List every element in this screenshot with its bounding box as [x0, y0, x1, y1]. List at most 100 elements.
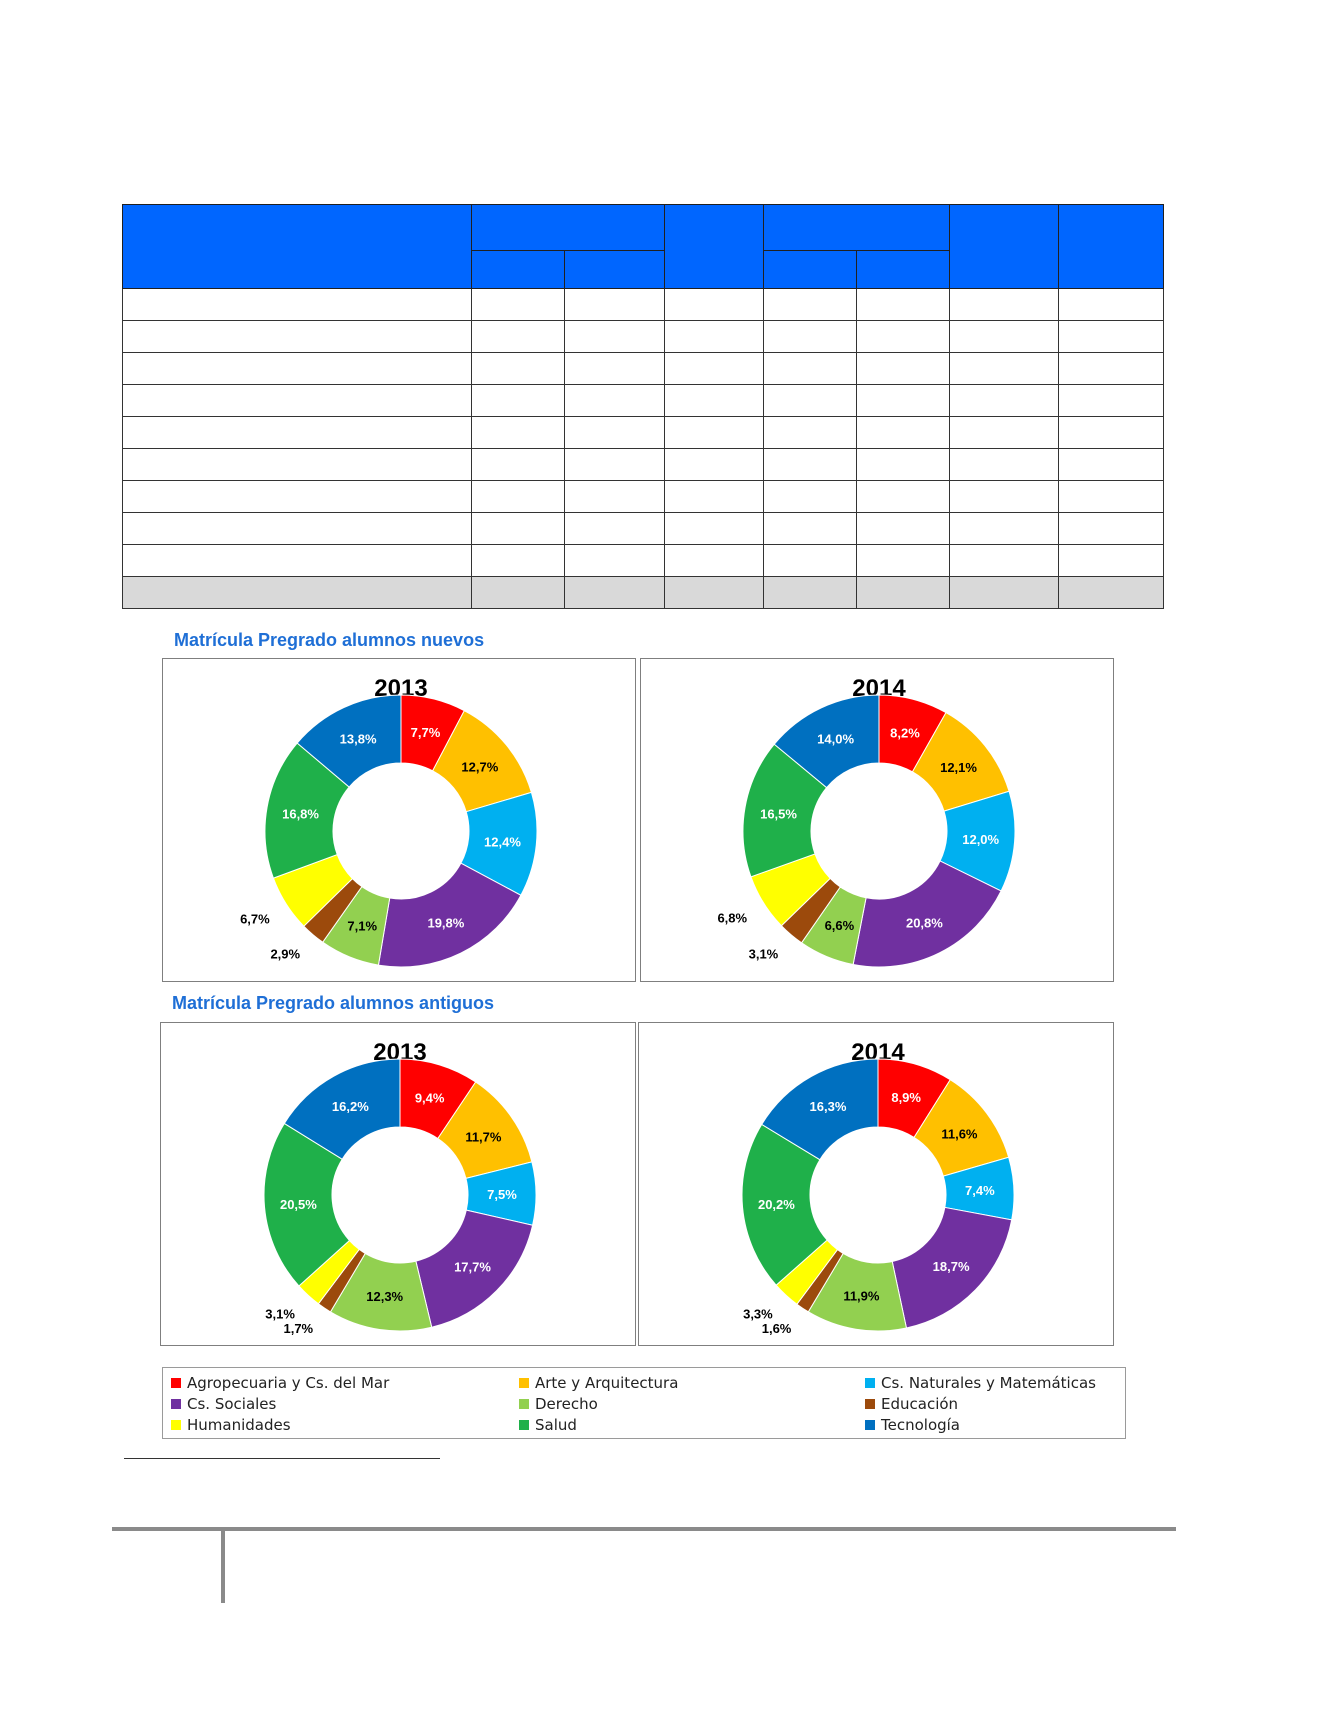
- legend-item: Humanidades: [171, 1416, 291, 1434]
- table-header-cell: [949, 204, 1059, 289]
- table-cell: [470, 448, 565, 481]
- table-cell: [762, 544, 857, 577]
- donut-slice-sociales: [891, 1206, 1013, 1329]
- table-cell: [122, 512, 472, 545]
- donut-label: 16,5%: [760, 806, 797, 821]
- table-cell: [664, 544, 764, 577]
- donut-slice-salud: [741, 1123, 828, 1286]
- donut-label: 9,4%: [415, 1090, 445, 1105]
- donut-label: 7,1%: [347, 918, 377, 933]
- table-cell: [949, 480, 1059, 513]
- table-cell: [563, 512, 666, 545]
- table-cell: [855, 384, 951, 417]
- table-cell: [1057, 544, 1165, 577]
- table-header-cell: [762, 250, 857, 289]
- legend-label: Educación: [881, 1395, 959, 1413]
- table-cell: [470, 576, 565, 609]
- legend-item: Derecho: [519, 1395, 598, 1413]
- table-cell: [762, 288, 857, 321]
- donut-label: 6,8%: [717, 910, 747, 925]
- donut-chart-old-2013: 20139,4%11,7%7,5%17,7%12,3%1,7%3,1%20,5%…: [263, 1039, 537, 1336]
- table-cell: [1057, 352, 1165, 385]
- table-cell: [664, 448, 764, 481]
- legend-label: Derecho: [535, 1395, 598, 1413]
- legend-item: Cs. Sociales: [171, 1395, 276, 1413]
- table-cell: [1057, 448, 1165, 481]
- donut-label: 12,3%: [366, 1289, 403, 1304]
- legend-item: Cs. Naturales y Matemáticas: [865, 1374, 1096, 1392]
- donut-slice-tecnologia: [761, 1058, 879, 1161]
- donut-label: 16,8%: [282, 806, 319, 821]
- table-cell: [762, 448, 857, 481]
- donut-label: 12,4%: [484, 834, 521, 849]
- table-cell: [470, 480, 565, 513]
- table-cell: [122, 544, 472, 577]
- table-row: [122, 384, 1165, 417]
- legend-swatch: [519, 1399, 529, 1409]
- table-cell: [122, 352, 472, 385]
- table-total-row: [122, 576, 1165, 609]
- table-cell: [762, 512, 857, 545]
- table-cell: [664, 416, 764, 449]
- table-cell: [664, 352, 764, 385]
- table-cell: [563, 576, 666, 609]
- donut-chart-old-2014: 20148,9%11,6%7,4%18,7%11,9%1,6%3,3%20,2%…: [741, 1039, 1015, 1336]
- table-cell: [855, 352, 951, 385]
- donut-label: 12,0%: [962, 832, 999, 847]
- table-cell: [949, 544, 1059, 577]
- table-cell: [470, 544, 565, 577]
- table-cell: [762, 320, 857, 353]
- donut-label: 6,6%: [825, 918, 855, 933]
- table-header-row: [122, 204, 1165, 289]
- donut-slice-tecnologia: [773, 694, 880, 789]
- table-row: [122, 288, 1165, 321]
- chart-panel-old-2013: 2013 9,4% 11,7% 7,5% 17,7% 12,3% 1,7% 3,1% 20,5%…: [160, 1022, 636, 1346]
- table-cell: [1057, 416, 1165, 449]
- table-cell: [122, 576, 472, 609]
- donut-label: 12,1%: [940, 760, 977, 775]
- table-cell: [122, 480, 472, 513]
- table-cell: [664, 288, 764, 321]
- legend-label: Cs. Naturales y Matemáticas: [881, 1374, 1096, 1392]
- table-row: [122, 352, 1165, 385]
- table-cell: [949, 512, 1059, 545]
- table-cell: [762, 576, 857, 609]
- table-cell: [949, 384, 1059, 417]
- donut-label: 19,8%: [427, 916, 464, 931]
- table-header-cell: [1057, 204, 1165, 289]
- table-cell: [563, 320, 666, 353]
- table-cell: [949, 288, 1059, 321]
- table-cell: [1057, 576, 1165, 609]
- table-row: [122, 320, 1165, 353]
- table-cell: [949, 576, 1059, 609]
- footer-vertical-rule: [221, 1531, 225, 1603]
- donut-slice-salud: [263, 1122, 351, 1287]
- table-cell: [1057, 320, 1165, 353]
- table-header-cell: [563, 250, 666, 289]
- donut-label: 14,0%: [817, 732, 854, 747]
- legend-label: Humanidades: [187, 1416, 291, 1434]
- legend-item: Agropecuaria y Cs. del Mar: [171, 1374, 389, 1392]
- section-title-new: Matrícula Pregrado alumnos nuevos: [174, 630, 485, 650]
- legend-swatch: [171, 1378, 181, 1388]
- donut-label: 8,9%: [891, 1090, 921, 1105]
- donut-label: 17,7%: [454, 1260, 491, 1275]
- table-row: [122, 416, 1165, 449]
- donut-label: 12,7%: [461, 759, 498, 774]
- donut-label: 11,7%: [465, 1129, 502, 1144]
- donut-label: 20,5%: [280, 1197, 317, 1212]
- donut-chart-new-2014: 20148,2%12,1%12,0%20,8%6,6%3,1%6,8%16,5%…: [717, 675, 1016, 968]
- table-row: [122, 512, 1165, 545]
- table-cell: [470, 320, 565, 353]
- table-cell: [855, 448, 951, 481]
- legend-label: Arte y Arquitectura: [535, 1374, 679, 1392]
- donut-label: 11,9%: [843, 1289, 880, 1304]
- table-cell: [470, 288, 565, 321]
- table-cell: [949, 416, 1059, 449]
- donut-label: 20,8%: [906, 915, 943, 930]
- chart-panel-new-2013: 2013 7,7% 12,7% 12,4% 19,8% 7,1% 2,9% 6,7% 16,8%…: [162, 658, 636, 982]
- donut-label: 20,2%: [758, 1197, 795, 1212]
- donut-label: 16,3%: [810, 1099, 847, 1114]
- legend-swatch: [171, 1399, 181, 1409]
- donut-slice-tecnologia: [283, 1058, 401, 1160]
